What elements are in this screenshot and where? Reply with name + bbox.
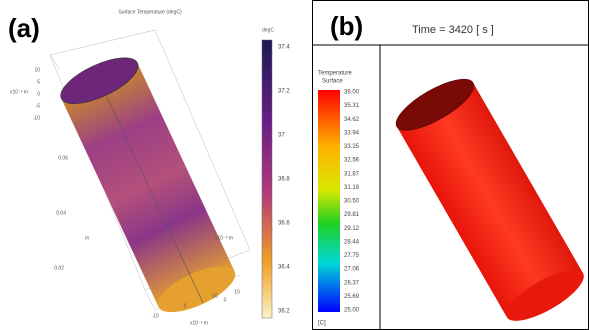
colorbar [318,90,340,312]
tick-label: -5 [36,103,41,109]
axis-scale: x10⁻³ m [215,235,233,241]
tick-label: 37 [278,133,285,139]
tick-label: 26.37 [344,280,360,286]
tick-label: 29.12 [344,226,360,232]
tick-label: 36.00 [344,90,360,96]
tick-label: 36.6 [278,221,290,227]
colorbar-unit: degC [262,27,274,33]
panel-b: (b) Time = 3420 [ s ] Temperature Surfac… [312,1,589,330]
tick-label: 5 [37,79,40,85]
tick-label: 0 [37,91,40,97]
tick-label: 28.44 [344,239,360,245]
tick-label: 10 [212,293,218,299]
tick-label: 37.2 [278,89,290,95]
panel-label: (b) [330,11,363,41]
tick-label: 37.4 [278,45,290,51]
panel-label: (a) [8,13,40,43]
tick-label: 27.06 [344,267,360,273]
tick-label: 0 [184,303,187,309]
tick-label: 32.56 [344,158,360,164]
panel-a: (a) Surface Temperature (degC) degC 37.4… [8,9,290,326]
tick-label: 36.8 [278,177,290,183]
figure: (a) Surface Temperature (degC) degC 37.4… [0,0,589,330]
colorbar-title: Temperature [318,71,352,77]
colorbar-unit: [C] [318,321,326,327]
tick-label: 29.81 [344,212,360,218]
tick-label: 31.87 [344,171,360,177]
axis-scale: x10⁻³ m [10,89,28,95]
time-label: Time = 3420 [ s ] [412,24,494,36]
tick-label: 25.69 [344,294,360,300]
tick-label: 27.75 [344,253,360,259]
tick-label: -10 [33,115,40,121]
tick-label: 33.25 [344,144,360,150]
tick-label: 35.31 [344,103,360,109]
axis-scale: x10⁻³ m [190,320,208,326]
axis-label: m [85,235,89,241]
tick-label: 0.04 [56,210,66,216]
tick-label: -10 [151,313,158,319]
plot-title: Surface Temperature (degC) [118,9,182,15]
tick-label: 30.50 [344,199,360,205]
tick-label: 34.62 [344,117,360,123]
colorbar [262,40,272,318]
tick-label: 36.2 [278,309,290,315]
tick-label: 36.4 [278,265,290,271]
tick-label: 0.02 [54,265,64,271]
tick-label: 25.00 [344,308,360,314]
tick-label: 10 [34,67,40,73]
tick-label: 33.94 [344,130,360,136]
tick-label: 0.06 [58,155,68,161]
tick-label: 0 [224,297,227,303]
colorbar-subtitle: Surface [322,79,343,85]
tick-label: 10 [234,289,240,295]
cylinder [55,49,242,322]
tick-label: 31.19 [344,185,360,191]
